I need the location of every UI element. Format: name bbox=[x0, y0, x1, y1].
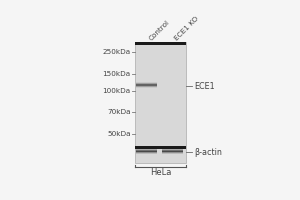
Bar bbox=[135, 146, 186, 149]
Bar bbox=[136, 85, 158, 86]
Bar bbox=[136, 151, 158, 152]
Bar bbox=[136, 86, 158, 87]
Bar bbox=[136, 149, 158, 150]
Bar bbox=[135, 42, 186, 45]
Bar bbox=[162, 149, 183, 150]
Bar bbox=[135, 42, 186, 163]
Bar bbox=[136, 153, 158, 154]
Bar bbox=[136, 83, 158, 84]
Text: Control: Control bbox=[148, 19, 171, 42]
Text: 70kDa: 70kDa bbox=[107, 109, 130, 115]
Text: HeLa: HeLa bbox=[150, 168, 171, 177]
Text: 50kDa: 50kDa bbox=[107, 131, 130, 137]
Text: β-actin: β-actin bbox=[194, 148, 222, 157]
Bar bbox=[162, 151, 183, 152]
Text: ECE1: ECE1 bbox=[194, 82, 215, 91]
Bar bbox=[136, 152, 158, 153]
Bar bbox=[136, 82, 158, 83]
Bar bbox=[162, 152, 183, 153]
Text: ECE1 KO: ECE1 KO bbox=[173, 15, 200, 42]
Bar bbox=[162, 153, 183, 154]
Bar bbox=[162, 150, 183, 151]
Text: 250kDa: 250kDa bbox=[102, 49, 130, 55]
Text: 150kDa: 150kDa bbox=[102, 71, 130, 77]
Text: 100kDa: 100kDa bbox=[102, 88, 130, 94]
Bar bbox=[136, 87, 158, 88]
Bar bbox=[136, 150, 158, 151]
Bar bbox=[136, 84, 158, 85]
